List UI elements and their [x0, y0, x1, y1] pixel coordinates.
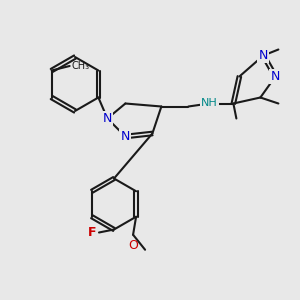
Text: O: O	[128, 239, 138, 252]
Text: F: F	[88, 226, 97, 239]
Text: CH₃: CH₃	[71, 61, 89, 71]
Text: NH: NH	[201, 98, 218, 109]
Text: N: N	[259, 49, 268, 62]
Text: N: N	[103, 112, 112, 125]
Text: N: N	[271, 70, 280, 83]
Text: N: N	[121, 130, 130, 143]
